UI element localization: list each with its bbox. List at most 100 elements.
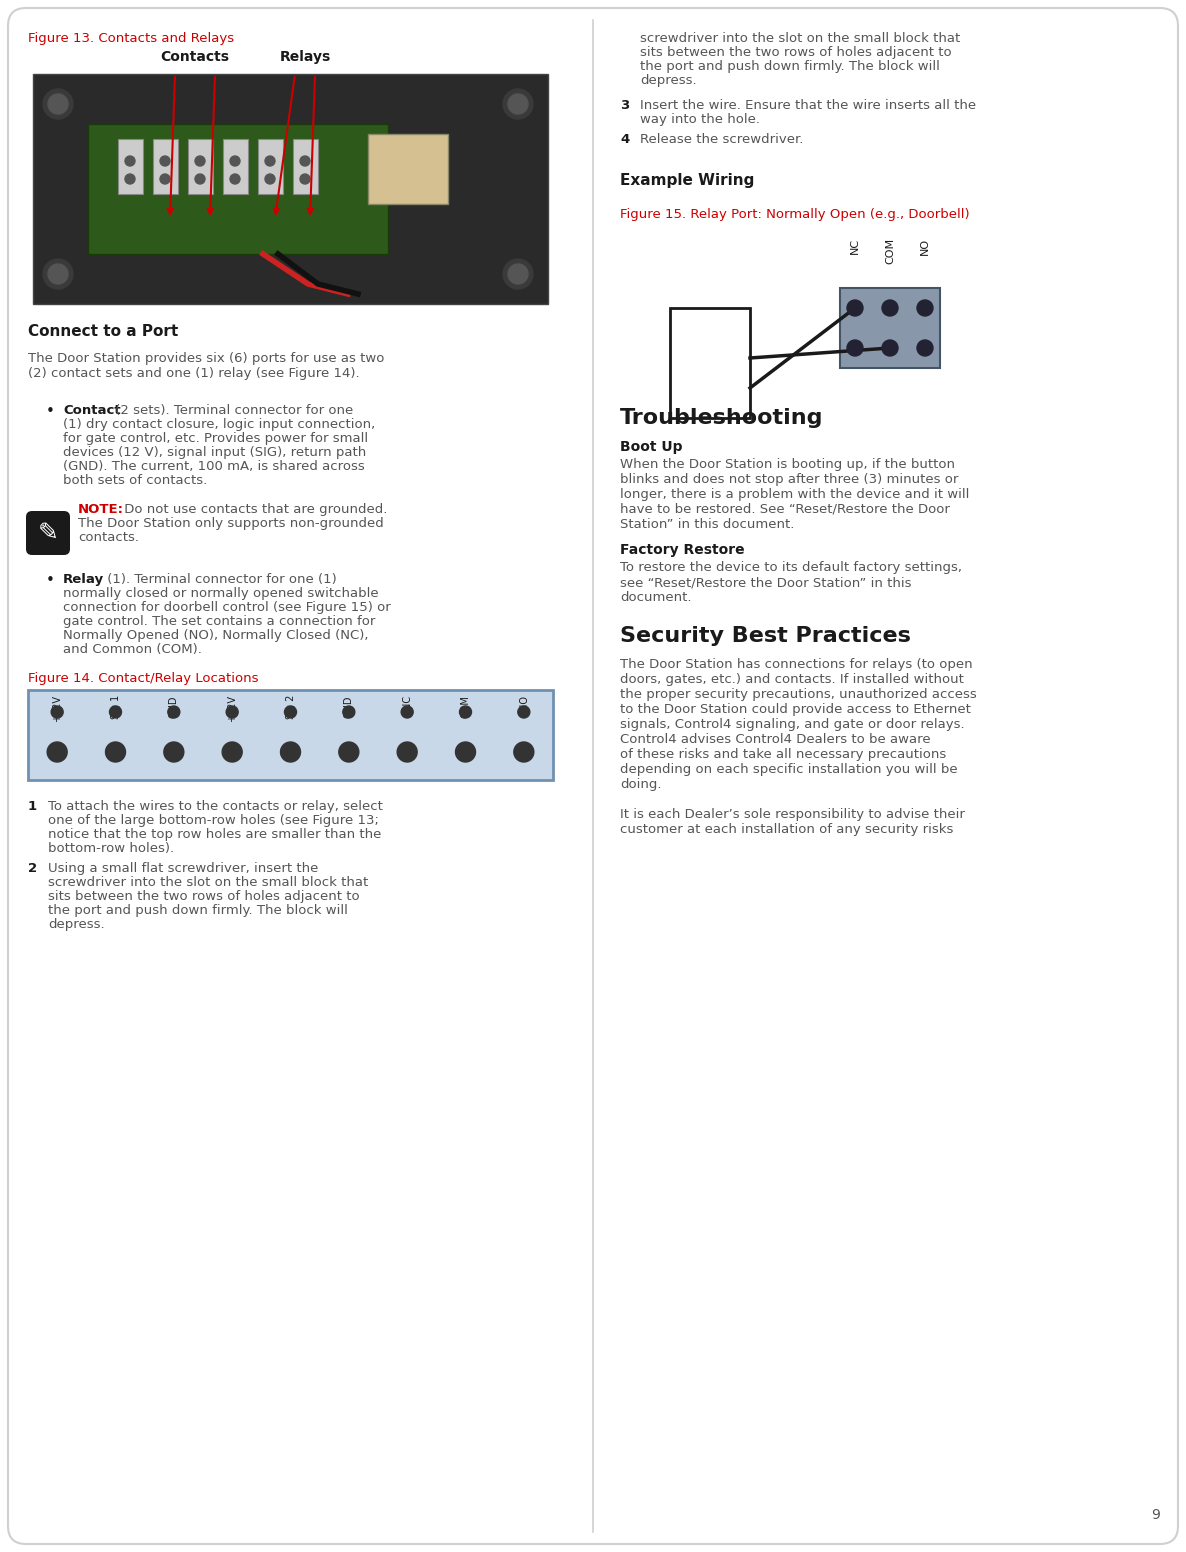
Text: 1: 1 (28, 799, 37, 813)
Text: ✎: ✎ (38, 521, 58, 545)
Text: connection for doorbell control (see Figure 15) or: connection for doorbell control (see Fig… (63, 601, 390, 615)
Text: 9: 9 (1152, 1509, 1160, 1523)
FancyBboxPatch shape (8, 8, 1178, 1544)
FancyBboxPatch shape (28, 691, 553, 781)
Text: the port and push down firmly. The block will: the port and push down firmly. The block… (47, 903, 347, 917)
Text: Release the screwdriver.: Release the screwdriver. (640, 133, 803, 146)
Text: Figure 15. Relay Port: Normally Open (e.g., Doorbell): Figure 15. Relay Port: Normally Open (e.… (620, 208, 970, 220)
Circle shape (222, 742, 242, 762)
Text: When the Door Station is booting up, if the button: When the Door Station is booting up, if … (620, 458, 955, 470)
Text: notice that the top row holes are smaller than the: notice that the top row holes are smalle… (47, 829, 382, 841)
Circle shape (503, 88, 533, 120)
Circle shape (168, 706, 180, 719)
Circle shape (847, 340, 863, 355)
Text: 4: 4 (620, 133, 630, 146)
Text: GND: GND (344, 695, 353, 717)
Circle shape (264, 157, 275, 166)
Text: screwdriver into the slot on the small block that: screwdriver into the slot on the small b… (640, 33, 961, 45)
Text: Relay: Relay (63, 573, 104, 587)
Text: Security Best Practices: Security Best Practices (620, 625, 911, 646)
Circle shape (459, 706, 472, 719)
Circle shape (227, 706, 238, 719)
Circle shape (917, 340, 933, 355)
FancyBboxPatch shape (117, 140, 144, 194)
Circle shape (397, 742, 417, 762)
Text: Factory Restore: Factory Restore (620, 543, 745, 557)
Text: customer at each installation of any security risks: customer at each installation of any sec… (620, 823, 954, 837)
Text: contacts.: contacts. (78, 531, 139, 545)
Circle shape (230, 157, 240, 166)
Text: The Door Station has connections for relays (to open: The Door Station has connections for rel… (620, 658, 973, 670)
Text: one of the large bottom-row holes (see Figure 13;: one of the large bottom-row holes (see F… (47, 813, 378, 827)
Text: both sets of contacts.: both sets of contacts. (63, 473, 208, 487)
Text: The Door Station provides six (6) ports for use as two
(2) contact sets and one : The Door Station provides six (6) ports … (28, 352, 384, 380)
Circle shape (160, 174, 170, 185)
Text: Insert the wire. Ensure that the wire inserts all the: Insert the wire. Ensure that the wire in… (640, 99, 976, 112)
Text: way into the hole.: way into the hole. (640, 113, 760, 126)
Text: 3: 3 (620, 99, 630, 112)
FancyBboxPatch shape (368, 133, 448, 203)
FancyBboxPatch shape (223, 140, 248, 194)
Text: Figure 14. Contact/Relay Locations: Figure 14. Contact/Relay Locations (28, 672, 259, 684)
Text: document.: document. (620, 591, 691, 604)
Text: Relays: Relays (280, 50, 331, 64)
Circle shape (51, 706, 63, 719)
Text: 2: 2 (28, 861, 37, 875)
Circle shape (230, 174, 240, 185)
FancyBboxPatch shape (840, 289, 940, 368)
Circle shape (300, 174, 310, 185)
Text: Contact: Contact (63, 404, 121, 417)
Text: and Common (COM).: and Common (COM). (63, 643, 202, 656)
Text: Sig 1: Sig 1 (110, 695, 121, 719)
Circle shape (455, 742, 476, 762)
Text: NO: NO (518, 695, 529, 709)
Text: Troubleshooting: Troubleshooting (620, 408, 823, 428)
Circle shape (125, 174, 135, 185)
Text: +12V: +12V (52, 695, 62, 722)
Text: +12V: +12V (228, 695, 237, 722)
Text: COM: COM (460, 695, 471, 719)
Text: longer, there is a problem with the device and it will: longer, there is a problem with the devi… (620, 487, 969, 501)
FancyBboxPatch shape (153, 140, 178, 194)
Text: Boot Up: Boot Up (620, 441, 682, 455)
Circle shape (882, 340, 898, 355)
Text: (1) dry contact closure, logic input connection,: (1) dry contact closure, logic input con… (63, 417, 375, 431)
Text: for gate control, etc. Provides power for small: for gate control, etc. Provides power fo… (63, 431, 368, 445)
Text: to the Door Station could provide access to Ethernet: to the Door Station could provide access… (620, 703, 971, 715)
Text: depress.: depress. (640, 74, 696, 87)
Text: doing.: doing. (620, 778, 662, 792)
Text: NC: NC (402, 695, 413, 709)
Text: GND: GND (168, 695, 179, 717)
Text: •: • (46, 573, 55, 588)
Text: doors, gates, etc.) and contacts. If installed without: doors, gates, etc.) and contacts. If ins… (620, 674, 964, 686)
Text: It is each Dealer’s sole responsibility to advise their: It is each Dealer’s sole responsibility … (620, 809, 965, 821)
Text: screwdriver into the slot on the small block that: screwdriver into the slot on the small b… (47, 875, 368, 889)
Text: NO: NO (920, 237, 930, 255)
Text: The Door Station only supports non-grounded: The Door Station only supports non-groun… (78, 517, 384, 529)
Text: signals, Control4 signaling, and gate or door relays.: signals, Control4 signaling, and gate or… (620, 719, 964, 731)
Text: have to be restored. See “Reset/Restore the Door: have to be restored. See “Reset/Restore … (620, 503, 950, 515)
FancyBboxPatch shape (88, 124, 388, 255)
Text: Example Wiring: Example Wiring (620, 172, 754, 188)
Circle shape (917, 300, 933, 317)
Circle shape (339, 742, 359, 762)
Text: NOTE:: NOTE: (78, 503, 125, 515)
Text: Contacts: Contacts (160, 50, 230, 64)
Text: devices (12 V), signal input (SIG), return path: devices (12 V), signal input (SIG), retu… (63, 445, 366, 459)
Text: bottom-row holes).: bottom-row holes). (47, 843, 174, 855)
Text: Station” in this document.: Station” in this document. (620, 518, 795, 531)
Circle shape (264, 174, 275, 185)
Circle shape (43, 259, 74, 289)
Text: To restore the device to its default factory settings,: To restore the device to its default fac… (620, 560, 962, 574)
Text: To attach the wires to the contacts or relay, select: To attach the wires to the contacts or r… (47, 799, 383, 813)
Text: of these risks and take all necessary precautions: of these risks and take all necessary pr… (620, 748, 946, 760)
Circle shape (195, 157, 205, 166)
Text: Figure 13. Contacts and Relays: Figure 13. Contacts and Relays (28, 33, 234, 45)
Text: blinks and does not stop after three (3) minutes or: blinks and does not stop after three (3)… (620, 473, 958, 486)
Text: NC: NC (850, 237, 860, 255)
Circle shape (847, 300, 863, 317)
Text: see “Reset/Restore the Door Station” in this: see “Reset/Restore the Door Station” in … (620, 576, 912, 590)
Circle shape (47, 742, 68, 762)
Text: normally closed or normally opened switchable: normally closed or normally opened switc… (63, 587, 378, 601)
FancyBboxPatch shape (33, 74, 548, 304)
